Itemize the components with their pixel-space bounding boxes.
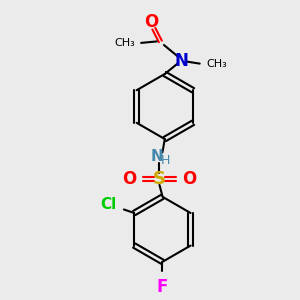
- Text: CH₃: CH₃: [115, 38, 135, 48]
- Text: S: S: [153, 170, 166, 188]
- Text: N: N: [151, 149, 164, 164]
- Text: H: H: [161, 154, 170, 167]
- Text: Cl: Cl: [100, 197, 116, 212]
- Text: O: O: [144, 13, 159, 31]
- Text: O: O: [122, 170, 136, 188]
- Text: O: O: [182, 170, 197, 188]
- Text: CH₃: CH₃: [206, 58, 227, 69]
- Text: F: F: [157, 278, 168, 296]
- Text: N: N: [174, 52, 188, 70]
